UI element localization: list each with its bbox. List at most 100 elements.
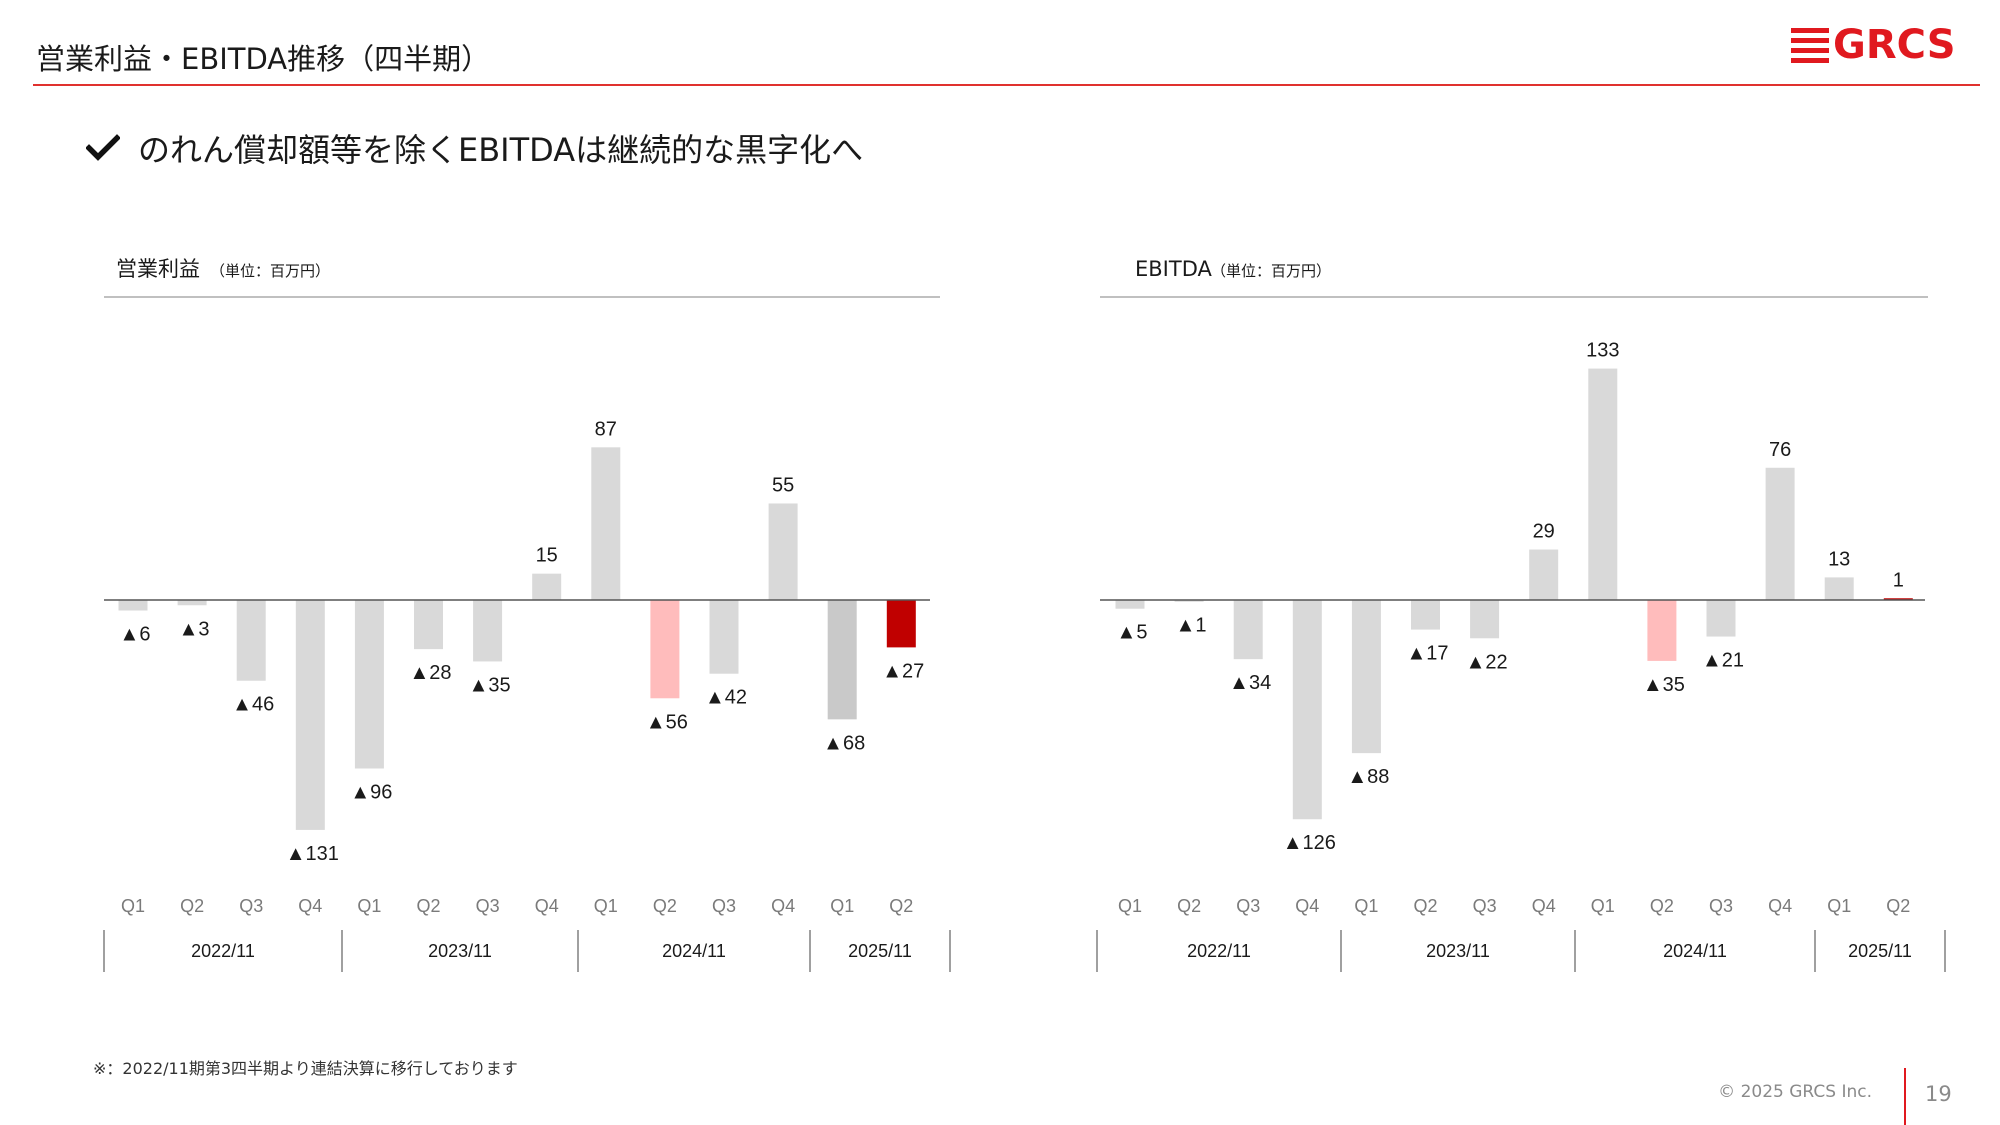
op-profit-x-tick-label: Q1: [121, 896, 145, 916]
ebitda-bar: [1411, 600, 1440, 630]
headline-text: のれん償却額等を除くEBITDAは継続的な黒字化へ: [138, 131, 864, 169]
ebitda-x-tick-label: Q2: [1413, 896, 1437, 916]
ebitda-bar-label: 76: [1769, 439, 1791, 461]
title-divider: [33, 84, 1980, 86]
ebitda-bar-label: ▲34: [1229, 672, 1271, 694]
ebitda-bar-label: ▲17: [1406, 643, 1448, 665]
ebitda-x-tick-label: Q1: [1118, 896, 1142, 916]
ebitda-bar: [1470, 600, 1500, 639]
ebitda-bar-label: ▲5: [1117, 622, 1148, 644]
logo-text: GRCS: [1833, 22, 1956, 68]
grcs-logo: GRCS: [1791, 22, 1969, 68]
footnote: ※：2022/11期第3四半期より連結決算に移行しております: [93, 1059, 518, 1078]
op-profit-bar-label: ▲56: [646, 711, 688, 733]
op-profit-bar-label: 55: [772, 474, 794, 496]
op-profit-year-label: 2022/11: [191, 941, 255, 961]
op-profit-x-tick-label: Q4: [535, 896, 559, 916]
ebitda-x-tick-label: Q4: [1532, 896, 1556, 916]
op-profit-bar-label: 15: [536, 545, 558, 567]
op-profit-bar-label: ▲46: [232, 694, 274, 716]
op-profit-bar: [295, 600, 325, 830]
ebitda-year-label: 2022/11: [1187, 941, 1251, 961]
op-profit-bar-label: ▲6: [120, 624, 151, 646]
op-profit-x-tick-label: Q3: [476, 896, 500, 916]
op-profit-bar-label: ▲42: [705, 687, 747, 709]
ebitda-bar: [1883, 598, 1913, 600]
op-profit-chart-unit: （単位：百万円）: [210, 262, 330, 280]
operating-profit-chart: 営業利益 （単位：百万円） ▲6 Q1 ▲3 Q2 ▲46 Q3 ▲131 Q4 ▲96 Q1 ▲28 Q…: [103, 257, 951, 972]
ebitda-bar: [1351, 600, 1381, 754]
ebitda-bar: [1765, 467, 1795, 600]
ebitda-bar-label: ▲126: [1283, 832, 1336, 854]
op-profit-chart-title: 営業利益: [116, 257, 200, 281]
op-profit-bar-label: ▲96: [350, 781, 392, 803]
op-profit-bar: [768, 503, 798, 600]
ebitda-chart: EBITDA （単位：百万円） ▲5 Q1 ▲1 Q2 ▲34 Q3 ▲126 Q4 ▲88 Q1 ▲1…: [1096, 257, 1946, 972]
ebitda-bar-label: 133: [1586, 340, 1619, 362]
op-profit-bar-label: ▲3: [179, 618, 210, 640]
op-profit-x-tick-label: Q1: [830, 896, 854, 916]
ebitda-year-label: 2025/11: [1848, 941, 1912, 961]
op-profit-x-tick-label: Q2: [180, 896, 204, 916]
op-profit-bar-label: ▲131: [286, 843, 339, 865]
op-profit-x-tick-label: Q2: [416, 896, 440, 916]
op-profit-year-label: 2023/11: [428, 941, 492, 961]
ebitda-x-tick-label: Q2: [1650, 896, 1674, 916]
ebitda-bar-label: ▲21: [1702, 650, 1744, 672]
op-profit-year-label: 2024/11: [662, 941, 726, 961]
logo-mark-icon: [1791, 28, 1829, 64]
op-profit-bar: [591, 447, 621, 600]
op-profit-bar-label: ▲27: [882, 660, 924, 682]
ebitda-x-tick-label: Q3: [1236, 896, 1260, 916]
op-profit-bar-label: ▲68: [823, 732, 865, 754]
op-profit-x-tick-label: Q2: [653, 896, 677, 916]
op-profit-bar: [236, 600, 266, 681]
op-profit-bar: [354, 600, 384, 769]
ebitda-x-tick-label: Q2: [1177, 896, 1201, 916]
op-profit-year-label: 2025/11: [848, 941, 912, 961]
ebitda-bar-label: ▲22: [1466, 651, 1508, 673]
op-profit-bar: [177, 600, 207, 606]
op-profit-bar-label: ▲35: [469, 674, 511, 696]
ebitda-x-tick-label: Q1: [1354, 896, 1378, 916]
ebitda-chart-unit: （単位：百万円）: [1211, 262, 1331, 280]
ebitda-bar-label: ▲1: [1176, 615, 1207, 637]
page-number: 19: [1925, 1082, 1952, 1106]
ebitda-bar: [1529, 549, 1559, 600]
op-profit-x-tick-label: Q4: [771, 896, 795, 916]
op-profit-x-tick-label: Q3: [712, 896, 736, 916]
ebitda-x-tick-label: Q1: [1827, 896, 1851, 916]
ebitda-x-tick-label: Q4: [1768, 896, 1792, 916]
op-profit-x-tick-label: Q1: [357, 896, 381, 916]
ebitda-year-label: 2023/11: [1426, 941, 1490, 961]
ebitda-year-label: 2024/11: [1663, 941, 1727, 961]
ebitda-bar: [1647, 600, 1677, 661]
ebitda-bar-label: 1: [1893, 569, 1904, 591]
ebitda-x-tick-label: Q3: [1473, 896, 1497, 916]
ebitda-x-tick-label: Q2: [1886, 896, 1910, 916]
checkmark-icon: [86, 134, 120, 161]
footer-divider: [1904, 1068, 1906, 1125]
op-profit-x-tick-label: Q4: [298, 896, 322, 916]
copyright: © 2025 GRCS Inc.: [1718, 1082, 1872, 1102]
ebitda-bar: [1706, 600, 1736, 637]
ebitda-bar-label: 13: [1828, 548, 1850, 570]
ebitda-bar: [1292, 600, 1322, 820]
op-profit-bar: [118, 600, 148, 611]
op-profit-bar: [532, 573, 562, 600]
ebitda-x-tick-label: Q3: [1709, 896, 1733, 916]
ebitda-bar-label: 29: [1533, 521, 1555, 543]
ebitda-chart-title: EBITDA: [1135, 257, 1212, 281]
op-profit-bar-label: ▲28: [409, 662, 451, 684]
ebitda-bar: [1824, 577, 1854, 600]
op-profit-x-tick-label: Q1: [594, 896, 618, 916]
page-title: 営業利益・EBITDA推移（四半期）: [36, 42, 491, 76]
op-profit-x-tick-label: Q2: [889, 896, 913, 916]
op-profit-bar: [414, 600, 443, 650]
op-profit-bar: [886, 600, 916, 648]
headline: のれん償却額等を除くEBITDAは継続的な黒字化へ: [86, 124, 863, 172]
op-profit-bar: [650, 600, 680, 699]
ebitda-bar-label: ▲35: [1643, 674, 1685, 696]
ebitda-bar: [1588, 368, 1618, 600]
